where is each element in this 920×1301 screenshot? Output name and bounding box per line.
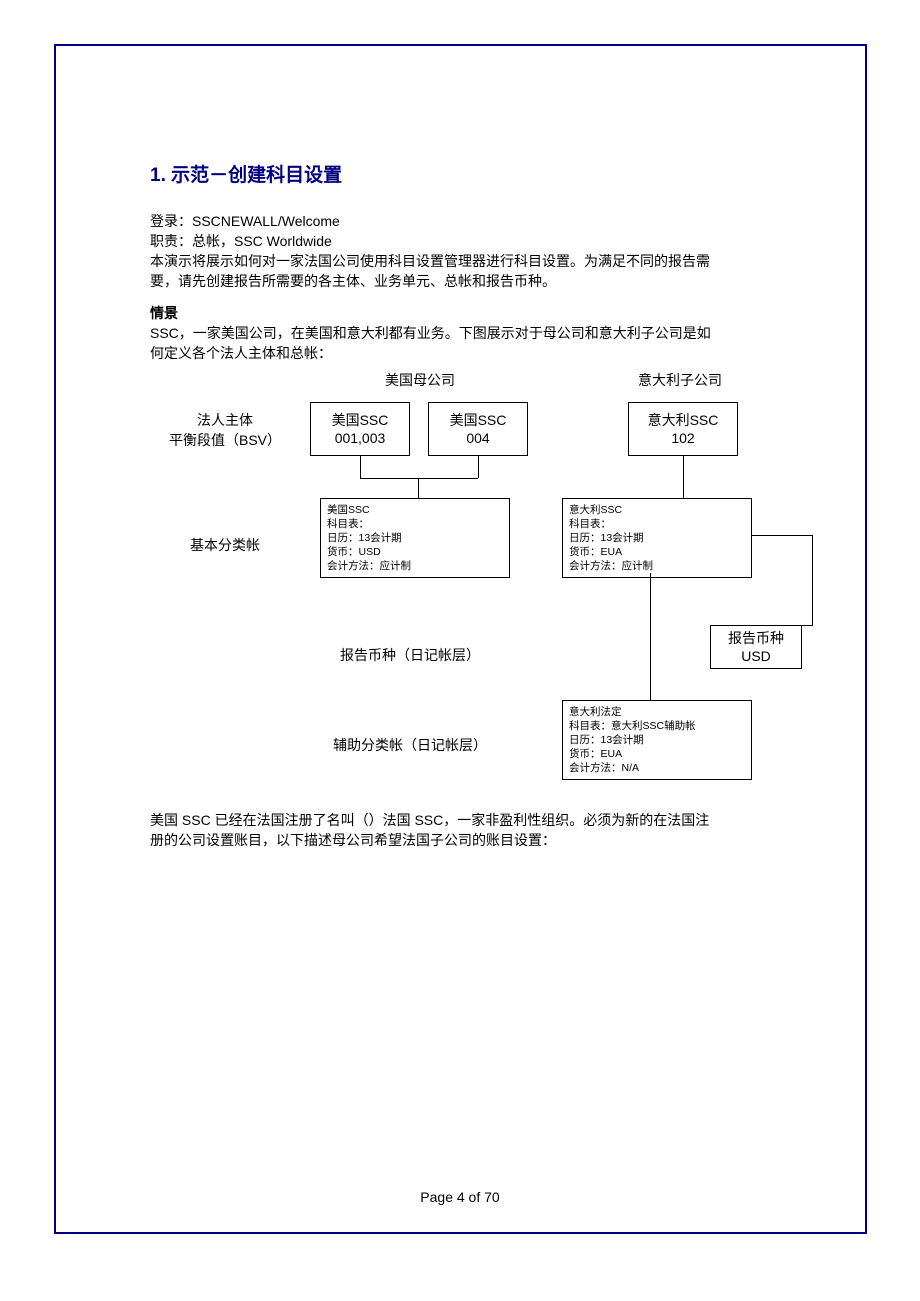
ledger-istat-l4: 货币：EUA (569, 747, 745, 761)
desc-line-1: 本演示将展示如何对一家法国公司使用科目设置管理器进行科目设置。为满足不同的报告需 (150, 251, 770, 271)
connector-line (683, 456, 684, 498)
ledger-it-l2: 科目表： (569, 517, 745, 531)
header-us: 美国母公司 (360, 370, 480, 390)
ledger-italy-stat: 意大利法定 科目表：意大利SSC辅助帐 日历：13会计期 货币：EUA 会计方法… (562, 700, 752, 780)
footer-line-1: 美国 SSC 已经在法国注册了名叫（）法国 SSC，一家非盈利性组织。必须为新的… (150, 810, 770, 830)
scenario-label: 情景 (150, 303, 770, 323)
ledger-us-l3: 日历：13会计期 (327, 531, 503, 545)
responsibility-line: 职责：总帐，SSC Worldwide (150, 231, 770, 251)
ledger-istat-l3: 日历：13会计期 (569, 733, 745, 747)
connector-line (650, 573, 651, 701)
scenario-line-1: SSC，一家美国公司，在美国和意大利都有业务。下图展示对于母公司和意大利子公司是… (150, 323, 770, 343)
footer-paragraph: 美国 SSC 已经在法国注册了名叫（）法国 SSC，一家非盈利性组织。必须为新的… (150, 810, 770, 850)
main-heading: 1. 示范－创建科目设置 (150, 160, 770, 187)
login-line: 登录：SSCNEWALL/Welcome (150, 211, 770, 231)
scenario-line-2: 何定义各个法人主体和总帐： (150, 343, 770, 363)
row-secondary: 辅助分类帐（日记帐层） (300, 735, 520, 755)
header-italy: 意大利子公司 (610, 370, 750, 390)
intro-block: 登录：SSCNEWALL/Welcome 职责：总帐，SSC Worldwide… (150, 211, 770, 363)
connector-line (478, 456, 479, 478)
row-legal: 法人主体 平衡段值（BSV） (150, 410, 300, 450)
connector-line (812, 535, 813, 625)
row-reporting: 报告币种（日记帐层） (300, 645, 520, 665)
connector-line (360, 478, 478, 479)
page-number: Page 4 of 70 (0, 1189, 920, 1205)
content-area: 1. 示范－创建科目设置 登录：SSCNEWALL/Welcome 职责：总帐，… (150, 160, 770, 363)
ledger-us-l5: 会计方法：应计制 (327, 559, 503, 573)
footer-line-2: 册的公司设置账目，以下描述母公司希望法国子公司的账目设置： (150, 830, 770, 850)
ledger-us: 美国SSC 科目表： 日历：13会计期 货币：USD 会计方法：应计制 (320, 498, 510, 578)
ledger-us-l4: 货币：USD (327, 545, 503, 559)
box-usd: 报告币种 USD (710, 625, 802, 669)
ledger-us-l2: 科目表： (327, 517, 503, 531)
connector-line (360, 456, 361, 478)
ledger-it-l5: 会计方法：应计制 (569, 559, 745, 573)
ledger-it-l4: 货币：EUA (569, 545, 745, 559)
ledger-it-l3: 日历：13会计期 (569, 531, 745, 545)
ledger-us-l1: 美国SSC (327, 503, 503, 517)
desc-line-2: 要，请先创建报告所需要的各主体、业务单元、总帐和报告币种。 (150, 271, 770, 291)
org-diagram: 美国母公司 意大利子公司 法人主体 平衡段值（BSV） 基本分类帐 报告币种（日… (150, 370, 870, 800)
ledger-it-l1: 意大利SSC (569, 503, 745, 517)
box-italy-102: 意大利SSC 102 (628, 402, 738, 456)
ledger-istat-l1: 意大利法定 (569, 705, 745, 719)
box-us-001: 美国SSC 001,003 (310, 402, 410, 456)
ledger-istat-l5: 会计方法：N/A (569, 761, 745, 775)
connector-line (418, 478, 419, 498)
row-primary: 基本分类帐 (150, 535, 300, 555)
ledger-italy: 意大利SSC 科目表： 日历：13会计期 货币：EUA 会计方法：应计制 (562, 498, 752, 578)
box-us-004: 美国SSC 004 (428, 402, 528, 456)
ledger-istat-l2: 科目表：意大利SSC辅助帐 (569, 719, 745, 733)
connector-line (752, 535, 812, 536)
